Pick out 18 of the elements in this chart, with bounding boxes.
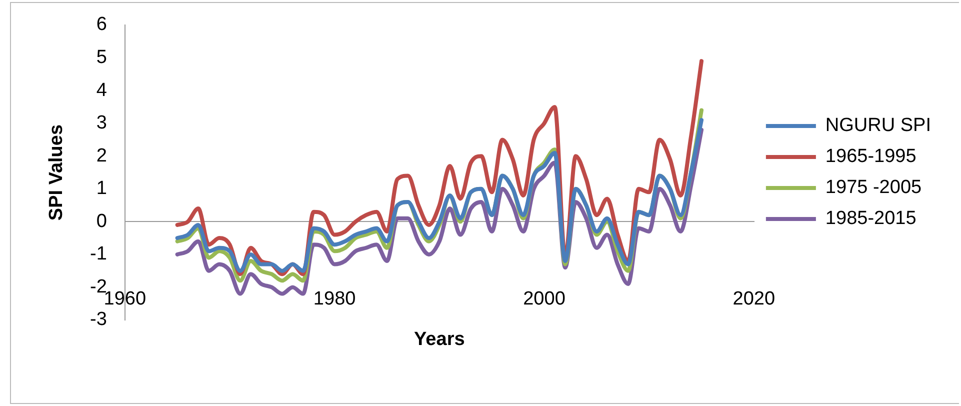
y-axis-title: SPI Values (46, 124, 68, 221)
y-tick-label: -1 (90, 244, 107, 265)
y-tick-label: 3 (96, 112, 107, 134)
x-tick-label: 2000 (523, 288, 566, 310)
y-tick-label: -3 (90, 309, 107, 330)
x-axis-title: Years (414, 329, 465, 350)
y-tick-label: 0 (96, 210, 107, 232)
y-tick-label: 2 (96, 145, 107, 166)
y-tick-label: 1 (96, 178, 107, 200)
legend-label: 1985-2015 (825, 208, 916, 230)
y-tick-label: 5 (96, 47, 107, 68)
x-tick-label: 2020 (732, 288, 776, 310)
legend-label: NGURU SPI (825, 115, 932, 136)
x-tick-label: 1980 (313, 288, 356, 310)
legend-label: 1965-1995 (825, 146, 916, 168)
legend-label: 1975 -2005 (825, 177, 922, 198)
y-tick-label: 4 (96, 80, 108, 101)
y-tick-label: 6 (96, 14, 107, 36)
